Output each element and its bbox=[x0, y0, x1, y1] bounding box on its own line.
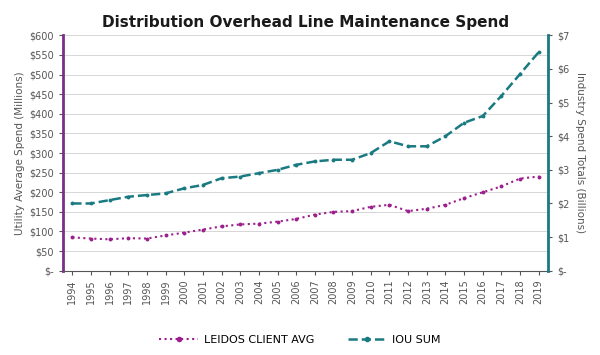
Line: LEIDOS CLIENT AVG: LEIDOS CLIENT AVG bbox=[70, 175, 541, 241]
IOU SUM bbox=[442, 134, 449, 138]
Y-axis label: Industry Spend Totals (Billions): Industry Spend Totals (Billions) bbox=[575, 72, 585, 234]
LEIDOS CLIENT AVG bbox=[106, 237, 113, 241]
Y-axis label: Utility Average Spend (Millions): Utility Average Spend (Millions) bbox=[15, 71, 25, 235]
IOU SUM bbox=[106, 198, 113, 202]
LEIDOS CLIENT AVG bbox=[517, 176, 524, 181]
LEIDOS CLIENT AVG bbox=[386, 203, 393, 207]
IOU SUM bbox=[199, 183, 206, 187]
LEIDOS CLIENT AVG bbox=[274, 219, 281, 224]
IOU SUM bbox=[423, 144, 430, 148]
Legend: LEIDOS CLIENT AVG, IOU SUM: LEIDOS CLIENT AVG, IOU SUM bbox=[155, 331, 445, 349]
LEIDOS CLIENT AVG bbox=[479, 190, 487, 195]
LEIDOS CLIENT AVG bbox=[498, 184, 505, 189]
IOU SUM bbox=[218, 176, 225, 180]
IOU SUM bbox=[498, 94, 505, 98]
IOU SUM bbox=[162, 191, 169, 196]
IOU SUM bbox=[311, 159, 319, 164]
IOU SUM bbox=[535, 50, 542, 54]
IOU SUM bbox=[330, 158, 337, 162]
IOU SUM bbox=[255, 171, 262, 175]
LEIDOS CLIENT AVG bbox=[199, 228, 206, 232]
LEIDOS CLIENT AVG bbox=[125, 236, 132, 240]
IOU SUM bbox=[293, 163, 300, 167]
LEIDOS CLIENT AVG bbox=[311, 213, 319, 217]
LEIDOS CLIENT AVG bbox=[330, 210, 337, 214]
LEIDOS CLIENT AVG bbox=[236, 222, 244, 226]
LEIDOS CLIENT AVG bbox=[293, 217, 300, 221]
IOU SUM bbox=[404, 144, 412, 148]
LEIDOS CLIENT AVG bbox=[442, 203, 449, 207]
IOU SUM bbox=[143, 193, 151, 197]
Line: IOU SUM: IOU SUM bbox=[70, 50, 541, 206]
IOU SUM bbox=[517, 72, 524, 76]
IOU SUM bbox=[460, 121, 467, 125]
IOU SUM bbox=[68, 201, 76, 206]
IOU SUM bbox=[181, 186, 188, 191]
IOU SUM bbox=[349, 158, 356, 162]
LEIDOS CLIENT AVG bbox=[88, 236, 95, 241]
Title: Distribution Overhead Line Maintenance Spend: Distribution Overhead Line Maintenance S… bbox=[102, 15, 509, 30]
LEIDOS CLIENT AVG bbox=[460, 196, 467, 200]
IOU SUM bbox=[386, 139, 393, 143]
LEIDOS CLIENT AVG bbox=[367, 204, 374, 209]
LEIDOS CLIENT AVG bbox=[349, 209, 356, 213]
LEIDOS CLIENT AVG bbox=[535, 174, 542, 179]
IOU SUM bbox=[274, 168, 281, 172]
LEIDOS CLIENT AVG bbox=[255, 222, 262, 226]
LEIDOS CLIENT AVG bbox=[162, 233, 169, 237]
IOU SUM bbox=[367, 151, 374, 155]
LEIDOS CLIENT AVG bbox=[181, 230, 188, 235]
IOU SUM bbox=[236, 174, 244, 179]
IOU SUM bbox=[88, 201, 95, 206]
LEIDOS CLIENT AVG bbox=[218, 224, 225, 229]
LEIDOS CLIENT AVG bbox=[404, 209, 412, 213]
LEIDOS CLIENT AVG bbox=[68, 235, 76, 240]
IOU SUM bbox=[125, 195, 132, 199]
LEIDOS CLIENT AVG bbox=[423, 207, 430, 211]
IOU SUM bbox=[479, 114, 487, 118]
LEIDOS CLIENT AVG bbox=[143, 236, 151, 241]
